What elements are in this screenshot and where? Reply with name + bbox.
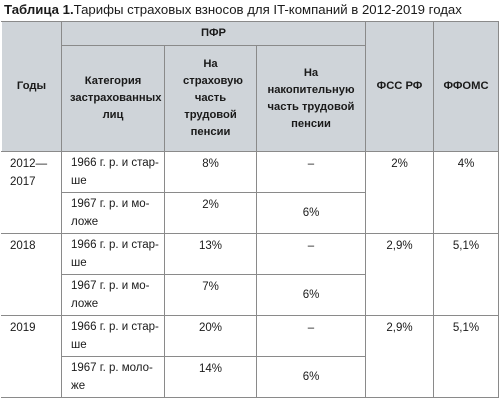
cell-ffoms-rate: 5,1% bbox=[433, 233, 499, 316]
cell-funded-rate: – bbox=[256, 233, 366, 275]
cell-ffoms-rate: 5,1% bbox=[433, 315, 499, 398]
cell-category: 1966 г. р. и стар-ше bbox=[61, 151, 165, 193]
table-caption: Таблица 1.Тарифы страховых взносов для I… bbox=[4, 2, 498, 18]
table-row: 2019 1966 г. р. и стар-ше 20% –2,9% 5,1% bbox=[1, 315, 499, 398]
cell-year: 2012—2017 bbox=[1, 151, 62, 234]
cell-insurance-rate: 20% bbox=[164, 315, 257, 357]
cell-year: 2019 bbox=[1, 315, 62, 398]
caption-label: Таблица 1. bbox=[4, 2, 74, 17]
table-row: 2018 1966 г. р. и стар-ше 13% –2,9% 5,1% bbox=[1, 233, 499, 316]
header-years: Годы bbox=[1, 21, 62, 152]
caption-text: Тарифы страховых взносов для IT-компаний… bbox=[73, 2, 462, 17]
cell-category: 1967 г. р. моло-же bbox=[61, 356, 165, 398]
header-insurance-part: На страховую часть трудовой пенсии bbox=[164, 45, 257, 152]
cell-funded-rate: – bbox=[256, 315, 366, 357]
cell-funded-rate: 6% bbox=[256, 192, 366, 234]
table-row: 2012—2017 1966 г. р. и стар-ше 8% –2% 4% bbox=[1, 151, 499, 234]
cell-fss-rate: 2% bbox=[365, 151, 434, 234]
cell-category: 1966 г. р. и стар-ше bbox=[61, 233, 165, 275]
table-body: 2012—2017 1966 г. р. и стар-ше 8% –2% 4% 1967… bbox=[1, 151, 499, 398]
insurance-rates-table: Годы ПФР ФСС РФ ФФОМС Категория застрахо… bbox=[1, 21, 499, 398]
table-row: 1967 г. р. и мо-ложе 2% 6% bbox=[2, 192, 499, 234]
cell-fss-rate: 2,9% bbox=[365, 315, 434, 398]
header-category: Категория застрахованных лиц bbox=[61, 45, 165, 152]
cell-category: 1967 г. р. и мо-ложе bbox=[61, 274, 165, 316]
cell-category: 1967 г. р. и мо-ложе bbox=[61, 192, 165, 234]
cell-funded-rate: 6% bbox=[256, 356, 366, 398]
cell-insurance-rate: 8% bbox=[164, 151, 257, 193]
header-funded-part: На накопительную часть трудовой пенсии bbox=[256, 45, 366, 152]
cell-insurance-rate: 7% bbox=[164, 274, 257, 316]
header-ffoms: ФФОМС bbox=[433, 21, 499, 152]
cell-year: 2018 bbox=[1, 233, 62, 316]
cell-funded-rate: 6% bbox=[256, 274, 366, 316]
cell-insurance-rate: 14% bbox=[164, 356, 257, 398]
table-row: 1967 г. р. и мо-ложе 7% 6% bbox=[2, 274, 499, 316]
cell-fss-rate: 2,9% bbox=[365, 233, 434, 316]
cell-insurance-rate: 13% bbox=[164, 233, 257, 275]
cell-funded-rate: – bbox=[256, 151, 366, 193]
table-row: 1967 г. р. моло-же 14% 6% bbox=[2, 356, 499, 398]
header-fss: ФСС РФ bbox=[365, 21, 434, 152]
header-pfr: ПФР bbox=[61, 21, 366, 46]
cell-ffoms-rate: 4% bbox=[433, 151, 499, 234]
cell-insurance-rate: 2% bbox=[164, 192, 257, 234]
cell-category: 1966 г. р. и стар-ше bbox=[61, 315, 165, 357]
